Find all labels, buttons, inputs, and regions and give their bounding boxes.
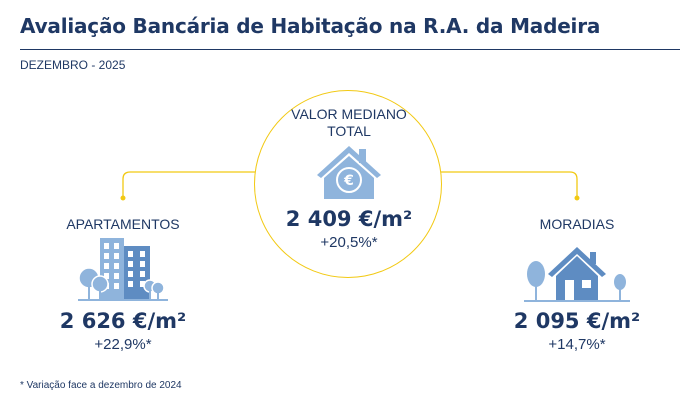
apartments-value: 2 626 €/m² <box>59 309 187 333</box>
apartments-variation: +22,9%* <box>94 336 152 353</box>
house-euro-icon: € <box>317 146 381 199</box>
houses-label: MORADIAS <box>539 216 615 232</box>
total-variation: +20,5%* <box>320 234 378 251</box>
total-label-line2: TOTAL <box>327 123 371 139</box>
svg-text:€: € <box>343 173 354 189</box>
left-connector <box>122 171 256 196</box>
right-connector <box>440 171 578 196</box>
houses-variation: +14,7%* <box>548 336 606 353</box>
title-divider <box>20 49 680 50</box>
apartment-buildings-icon <box>78 238 168 301</box>
total-label: VALOR MEDIANO TOTAL <box>254 106 444 140</box>
house-trees-icon <box>524 247 630 302</box>
date-subtitle: DEZEMBRO - 2025 <box>20 58 126 72</box>
left-connector-dot <box>120 195 126 201</box>
footnote: * Variação face a dezembro de 2024 <box>20 380 182 391</box>
total-label-line1: VALOR MEDIANO <box>291 106 407 122</box>
houses-value: 2 095 €/m² <box>513 309 641 333</box>
right-connector-dot <box>574 195 580 201</box>
total-value: 2 409 €/m² <box>285 207 413 231</box>
apartments-label: APARTAMENTOS <box>66 216 180 232</box>
page-title: Avaliação Bancária de Habitação na R.A. … <box>20 14 601 38</box>
